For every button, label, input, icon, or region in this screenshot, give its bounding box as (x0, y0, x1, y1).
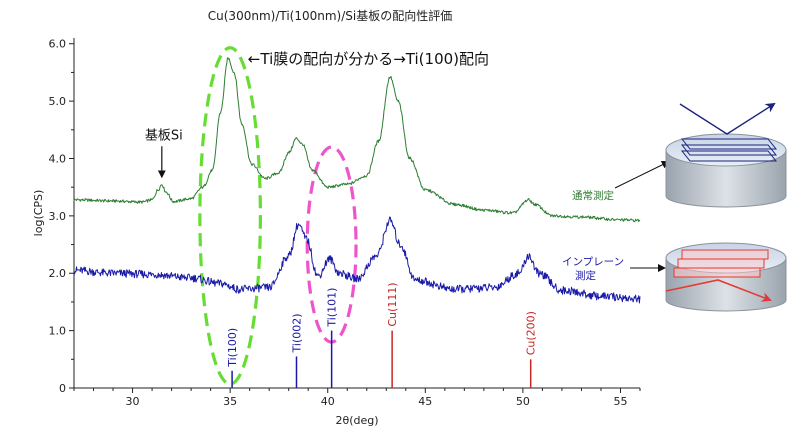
reference-line-label: Ti(101) (326, 288, 339, 328)
annotations: 基板Si ←Ti膜の配向が分かる→Ti(100)配向 (145, 50, 489, 179)
y-axis-title: log(CPS) (32, 190, 45, 237)
x-tick-label: 40 (321, 395, 335, 408)
substrate-si-annotation: 基板Si (145, 128, 183, 143)
inplane-measurement-label: インプレーン (562, 256, 624, 268)
plot-area: Ti(100) Ti(002) Ti(101) Cu(111) Cu(200) 30 35… (49, 38, 641, 408)
x-tick-label: 55 (613, 395, 627, 408)
x-axis-title: 2θ(deg) (335, 414, 378, 427)
series-group (73, 57, 641, 304)
normal-label-pointer (614, 161, 670, 189)
y-tick-label: 6.0 (49, 38, 67, 51)
inplane-measurement-label-2: 測定 (575, 269, 596, 282)
reference-line-label: Ti(100) (226, 328, 239, 368)
y-tick-label: 4.0 (49, 152, 67, 165)
x-tick-label: 45 (418, 395, 432, 408)
x-tick-label: 35 (223, 395, 237, 408)
x-tick-label: 50 (516, 395, 530, 408)
y-tick-label: 5.0 (49, 95, 67, 108)
inplane-measurement-diagram (665, 242, 787, 312)
ti-orientation-annotation: ←Ti膜の配向が分かる→Ti(100)配向 (248, 50, 489, 68)
normal-measurement-label: 通常測定 (572, 189, 614, 202)
y-tick-label: 3.0 (49, 210, 67, 223)
reference-line-label: Cu(200) (525, 311, 538, 355)
series-line-inplane (73, 216, 641, 304)
y-tick-label: 1.0 (49, 325, 67, 338)
y-tick-label: 2.0 (49, 267, 67, 280)
y-tick-label: 0 (59, 382, 66, 395)
y-ticks: 0 1.0 2.0 3.0 4.0 5.0 6.0 (49, 38, 74, 395)
chart-title: Cu(300nm)/Ti(100nm)/Si基板の配向性評価 (208, 8, 452, 23)
normal-measurement-diagram (665, 102, 787, 208)
reference-line-label: Ti(002) (290, 313, 303, 353)
x-ticks: 30 35 40 45 50 55 (73, 388, 641, 408)
reference-line-label: Cu(111) (386, 282, 399, 326)
reference-lines: Ti(100) Ti(002) Ti(101) Cu(111) Cu(200) (226, 282, 538, 388)
series-line-normal (73, 57, 641, 223)
x-tick-label: 30 (126, 395, 140, 408)
highlight-ellipse (198, 46, 262, 386)
